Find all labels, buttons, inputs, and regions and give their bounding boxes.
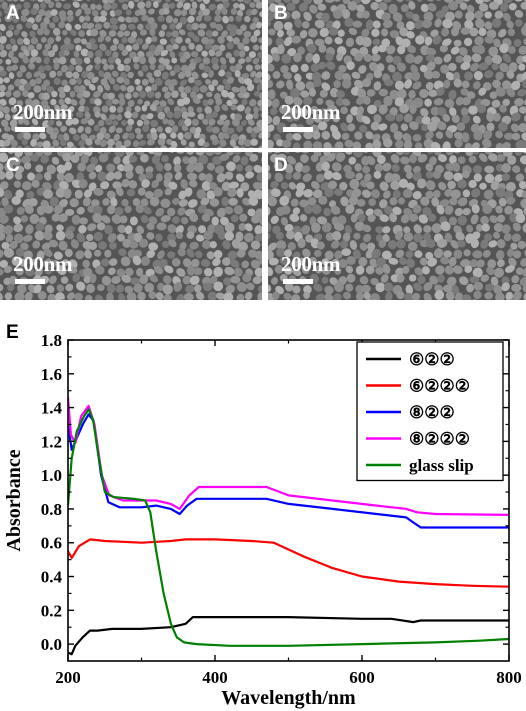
series-line-0 xyxy=(68,616,509,656)
sem-texture xyxy=(268,152,526,300)
legend-label: ⑧②②② xyxy=(409,430,470,449)
legend-label: glass slip xyxy=(409,456,474,475)
series-line-1 xyxy=(68,538,509,588)
scale-bar-label: 200nm xyxy=(281,252,341,276)
x-tick-label: 400 xyxy=(202,668,228,687)
panel-label-e: E xyxy=(6,322,19,343)
y-tick-label: 1.0 xyxy=(41,466,62,485)
panel-label: C xyxy=(6,155,20,176)
y-tick-label: 0.0 xyxy=(41,635,62,654)
scale-bar xyxy=(283,279,313,284)
scale-bar-label: 200nm xyxy=(281,100,341,124)
scale-bar xyxy=(15,127,45,132)
y-axis-label: Absorbance xyxy=(3,449,25,551)
y-tick-label: 0.4 xyxy=(41,568,63,587)
y-tick-label: 1.8 xyxy=(41,331,62,350)
panel-label: A xyxy=(6,3,20,24)
panel-label: D xyxy=(274,155,288,176)
series-line-2 xyxy=(68,413,509,529)
panel-label: B xyxy=(274,3,288,24)
x-tick-label: 600 xyxy=(349,668,375,687)
y-tick-label: 0.6 xyxy=(41,534,62,553)
y-tick-label: 0.2 xyxy=(41,601,62,620)
absorbance-chart: E 200 400 600 800 0.0 0.2 0.4 0.6 0.8 1.0 1.2 1.4 1.6… xyxy=(3,322,522,709)
scale-bar xyxy=(283,127,313,132)
y-tick-label: 1.6 xyxy=(41,365,62,384)
y-tick-label: 1.2 xyxy=(41,432,62,451)
sem-panel-c: C 200nm xyxy=(0,152,262,300)
series-line-3 xyxy=(68,397,509,516)
sem-texture xyxy=(268,0,526,148)
scale-bar-label: 200nm xyxy=(13,100,73,124)
sem-panel-d: D 200nm xyxy=(268,152,526,300)
sem-panel-a: A 200nm xyxy=(0,0,262,148)
legend-label: ⑧②② xyxy=(409,403,455,422)
x-axis-label: Wavelength/nm xyxy=(221,687,356,709)
y-tick-label: 0.8 xyxy=(41,500,62,519)
sem-panel-b: B 200nm xyxy=(268,0,526,148)
series-line-4 xyxy=(68,408,509,647)
scale-bar-label: 200nm xyxy=(13,252,73,276)
scale-bar xyxy=(15,279,45,284)
sem-texture xyxy=(0,152,262,300)
x-tick-label: 200 xyxy=(55,668,81,687)
y-tick-label: 1.4 xyxy=(41,399,63,418)
legend-label: ⑥②②② xyxy=(409,377,470,396)
x-tick-label: 800 xyxy=(496,668,522,687)
legend-label: ⑥②② xyxy=(409,350,455,369)
sem-texture xyxy=(0,0,262,148)
